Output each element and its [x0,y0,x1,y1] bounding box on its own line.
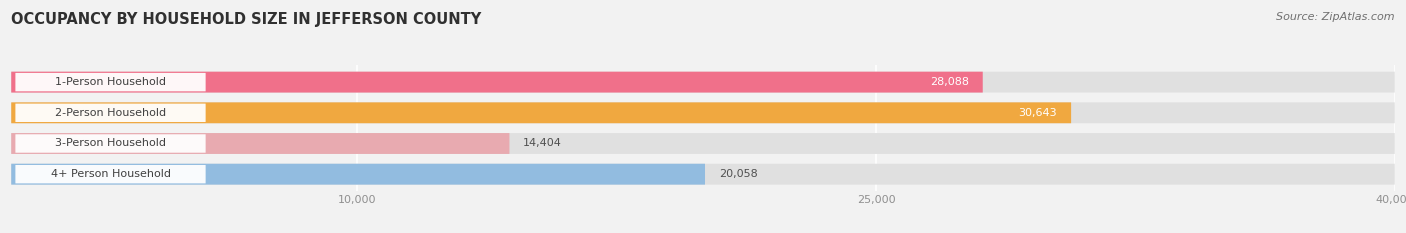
Text: 20,058: 20,058 [718,169,758,179]
Text: 14,404: 14,404 [523,138,562,148]
Text: 2-Person Household: 2-Person Household [55,108,166,118]
Text: OCCUPANCY BY HOUSEHOLD SIZE IN JEFFERSON COUNTY: OCCUPANCY BY HOUSEHOLD SIZE IN JEFFERSON… [11,12,481,27]
FancyBboxPatch shape [15,165,205,183]
FancyBboxPatch shape [11,102,1071,123]
FancyBboxPatch shape [11,102,1395,123]
FancyBboxPatch shape [11,72,1395,93]
FancyBboxPatch shape [11,72,983,93]
FancyBboxPatch shape [11,164,704,185]
FancyBboxPatch shape [11,133,1395,154]
Text: Source: ZipAtlas.com: Source: ZipAtlas.com [1277,12,1395,22]
Text: 3-Person Household: 3-Person Household [55,138,166,148]
FancyBboxPatch shape [11,133,509,154]
Text: 30,643: 30,643 [1019,108,1057,118]
Text: 4+ Person Household: 4+ Person Household [51,169,170,179]
FancyBboxPatch shape [15,73,205,91]
Text: 1-Person Household: 1-Person Household [55,77,166,87]
FancyBboxPatch shape [15,134,205,153]
FancyBboxPatch shape [11,164,1395,185]
FancyBboxPatch shape [15,104,205,122]
Text: 28,088: 28,088 [929,77,969,87]
